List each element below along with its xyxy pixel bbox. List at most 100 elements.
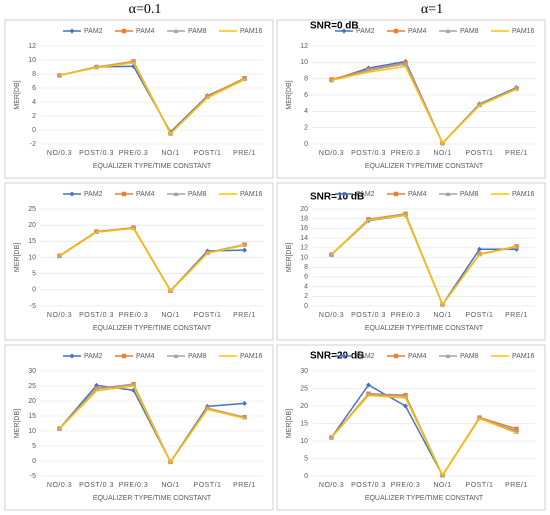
legend-marker — [341, 353, 347, 359]
y-axis-label: MER[DB] — [14, 409, 21, 438]
legend-label: PAM16 — [512, 28, 535, 35]
y-tick-label: 4 — [304, 283, 308, 290]
x-tick-label: PRE/0.3 — [391, 150, 421, 157]
x-tick-label: NO/1 — [433, 150, 451, 157]
y-tick-label: 20 — [28, 398, 36, 405]
legend-marker — [393, 353, 399, 359]
y-tick-label: 15 — [28, 238, 36, 245]
x-tick-label: PRE/1 — [505, 482, 528, 489]
row-title: SNR=10 dB — [310, 192, 364, 203]
legend-label: PAM2 — [84, 28, 103, 35]
data-point — [242, 400, 247, 406]
y-axis-label: MER[DB] — [14, 243, 21, 272]
x-tick-label: POST/1 — [194, 150, 222, 157]
y-tick-label: 8 — [304, 76, 308, 83]
x-axis-label: EQUALIZER TYPE/TIME CONSTANT — [365, 495, 484, 502]
data-point — [477, 246, 482, 252]
y-tick-label: 5 — [32, 271, 36, 278]
y-tick-label: -5 — [30, 303, 36, 310]
legend-marker — [445, 191, 451, 196]
legend-label: PAM4 — [136, 191, 155, 198]
y-tick-label: 2 — [304, 125, 308, 132]
y-axis-label: MER[DB] — [286, 243, 293, 272]
y-tick-label: 15 — [28, 413, 36, 420]
x-tick-label: NO/1 — [433, 482, 451, 489]
data-point — [403, 393, 408, 399]
y-tick-label: 4 — [32, 99, 36, 106]
x-tick-label: NO/0.3 — [47, 312, 72, 319]
legend-label: PAM2 — [356, 191, 375, 198]
y-tick-label: 12 — [300, 43, 308, 50]
legend-label: PAM4 — [408, 191, 427, 198]
y-axis-label: MER[DB] — [286, 80, 293, 109]
series-line — [330, 384, 517, 477]
legend-marker — [69, 353, 75, 359]
x-tick-label: NO/0.3 — [47, 150, 72, 157]
x-tick-label: NO/1 — [161, 312, 179, 319]
legend-marker — [445, 28, 451, 33]
y-tick-label: 6 — [32, 85, 36, 92]
legend-label: PAM4 — [408, 28, 427, 35]
panel — [276, 19, 546, 179]
x-tick-label: POST/1 — [194, 482, 222, 489]
y-tick-label: 25 — [28, 383, 36, 390]
legend-marker — [121, 191, 127, 197]
y-tick-label: 0 — [32, 287, 36, 294]
x-tick-label: POST/0.3 — [79, 482, 114, 489]
panel — [276, 344, 546, 511]
x-tick-label: PRE/0.3 — [119, 150, 149, 157]
panel — [4, 19, 274, 179]
y-tick-label: 0 — [32, 458, 36, 465]
x-tick-label: PRE/1 — [505, 312, 528, 319]
legend-marker — [69, 28, 75, 34]
data-point — [403, 403, 408, 409]
legend-marker — [393, 191, 399, 197]
series-line — [331, 65, 517, 145]
x-tick-label: POST/0.3 — [79, 150, 114, 157]
series-line — [59, 227, 245, 293]
legend-marker — [341, 191, 347, 197]
y-tick-label: 20 — [300, 206, 308, 213]
y-tick-label: 18 — [300, 216, 308, 223]
x-axis-label: EQUALIZER TYPE/TIME CONSTANT — [365, 325, 484, 332]
x-tick-label: POST/1 — [466, 150, 494, 157]
x-tick-label: POST/1 — [466, 312, 494, 319]
y-tick-label: 6 — [304, 274, 308, 281]
y-tick-label: 2 — [32, 113, 36, 120]
y-tick-label: 0 — [304, 303, 308, 310]
data-point — [366, 382, 371, 388]
x-tick-label: NO/1 — [433, 312, 451, 319]
x-tick-label: PRE/0.3 — [119, 482, 149, 489]
y-tick-label: 2 — [304, 293, 308, 300]
x-tick-label: POST/0.3 — [79, 312, 114, 319]
legend-marker — [173, 28, 179, 33]
data-point — [94, 386, 99, 391]
y-tick-label: -5 — [30, 473, 36, 480]
x-axis-label: EQUALIZER TYPE/TIME CONSTANT — [365, 163, 484, 170]
y-axis-label: MER[DB] — [14, 80, 21, 109]
y-tick-label: 8 — [304, 264, 308, 271]
legend-marker — [69, 191, 75, 197]
y-tick-label: 20 — [300, 403, 308, 410]
legend-label: PAM4 — [136, 353, 155, 360]
legend-marker — [121, 28, 127, 34]
y-tick-label: 12 — [28, 43, 36, 50]
legend-label: PAM2 — [356, 28, 375, 35]
x-axis-label: EQUALIZER TYPE/TIME CONSTANT — [93, 325, 212, 332]
x-tick-label: NO/0.3 — [319, 150, 344, 157]
series-line — [58, 385, 245, 464]
x-tick-label: PRE/0.3 — [119, 312, 149, 319]
x-tick-label: POST/1 — [194, 312, 222, 319]
series-line — [58, 384, 245, 464]
x-tick-label: PRE/1 — [233, 482, 256, 489]
y-tick-label: 10 — [300, 59, 308, 66]
x-tick-label: POST/0.3 — [351, 312, 386, 319]
x-tick-label: PRE/0.3 — [391, 312, 421, 319]
legend-label: PAM4 — [136, 28, 155, 35]
x-tick-label: PRE/0.3 — [391, 482, 421, 489]
legend-label: PAM16 — [512, 191, 535, 198]
x-tick-label: POST/0.3 — [351, 150, 386, 157]
x-tick-label: NO/0.3 — [319, 312, 344, 319]
y-tick-label: 8 — [32, 71, 36, 78]
